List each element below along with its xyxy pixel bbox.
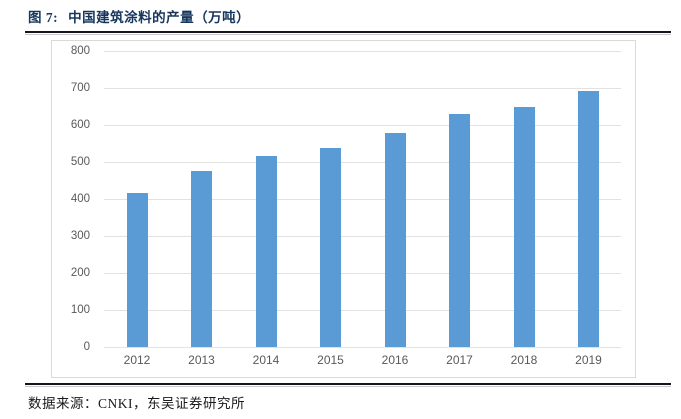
bar-2013 (191, 170, 212, 347)
bottom-divider (25, 383, 671, 387)
gridline-400 (104, 199, 621, 200)
data-source-note: 数据来源：CNKI，东吴证券研究所 (28, 396, 245, 411)
y-tick-label-600: 600 (70, 119, 90, 131)
x-tick-label-2016: 2016 (381, 353, 409, 367)
gridline-0 (104, 347, 621, 348)
x-tick-label-2013: 2013 (188, 353, 215, 367)
y-tick-label-200: 200 (70, 267, 90, 279)
figure-label: 图 7: (28, 10, 59, 25)
gridline-800 (104, 51, 621, 52)
figure-title: 图 7: 中国建筑涂料的产量（万吨） (28, 6, 250, 26)
gridline-700 (104, 88, 621, 89)
x-tick-label-2012: 2012 (123, 353, 151, 367)
top-divider-shadow (25, 34, 671, 35)
y-tick-label-700: 700 (70, 82, 90, 94)
gridline-100 (104, 310, 621, 311)
x-tick-label-2014: 2014 (252, 353, 280, 367)
x-tick-label-2018: 2018 (510, 353, 538, 367)
y-tick-label-500: 500 (70, 156, 90, 168)
gridline-300 (104, 236, 621, 237)
y-tick-label-300: 300 (70, 230, 90, 242)
bar-2017 (449, 113, 470, 347)
x-tick-label-2015: 2015 (317, 353, 344, 367)
y-tick-label-800: 800 (70, 45, 90, 57)
x-tick-label-2017: 2017 (446, 353, 473, 367)
y-tick-label-100: 100 (70, 304, 90, 316)
bar-2018 (513, 106, 535, 347)
top-divider (25, 31, 671, 35)
bottom-divider-shadow (25, 386, 671, 387)
gridline-200 (104, 273, 621, 274)
bar-2014 (255, 156, 277, 347)
y-tick-label-0: 0 (83, 341, 90, 353)
bar-2019 (578, 90, 599, 347)
gridline-600 (104, 125, 621, 126)
y-tick-label-400: 400 (70, 193, 90, 205)
chart-title: 中国建筑涂料的产量（万吨） (68, 10, 251, 25)
bar-2016 (384, 133, 406, 347)
chart-area: 0 100 200 300 400 500 600 700 800 2012 2013 2014 201… (51, 40, 636, 378)
gridline-500 (104, 162, 621, 163)
bar-2015 (320, 147, 341, 347)
bar-2012 (126, 193, 148, 347)
x-tick-label-2019: 2019 (575, 353, 602, 367)
